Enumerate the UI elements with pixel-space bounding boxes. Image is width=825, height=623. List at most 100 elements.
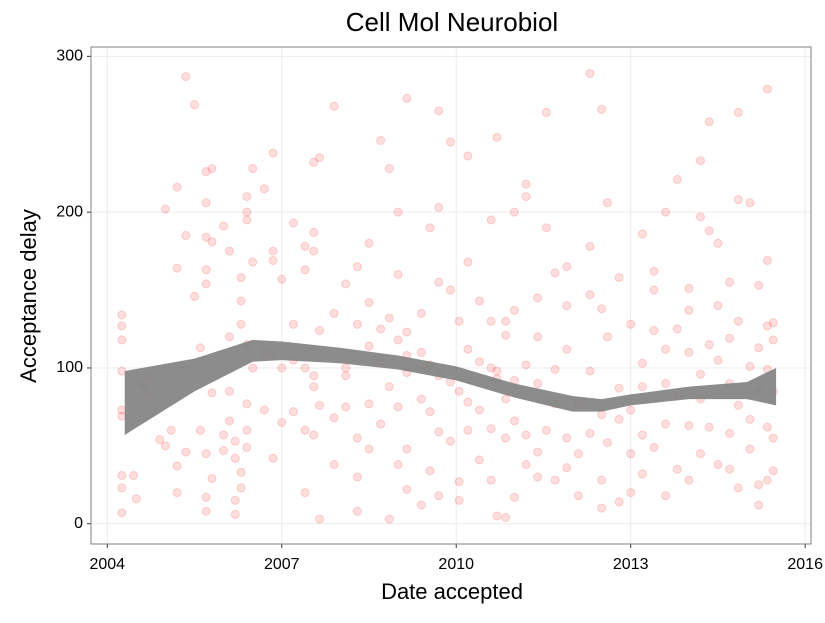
point <box>190 291 200 301</box>
point <box>416 500 426 510</box>
point <box>201 449 211 459</box>
point <box>725 464 735 474</box>
point <box>402 444 412 454</box>
point <box>224 416 234 426</box>
point <box>768 318 778 328</box>
point <box>463 151 473 161</box>
point <box>533 379 543 389</box>
point <box>364 238 374 248</box>
point <box>541 107 551 117</box>
point <box>695 449 705 459</box>
point <box>268 255 278 265</box>
x-tick-label: 2004 <box>89 556 125 573</box>
point <box>300 265 310 275</box>
point <box>614 273 624 283</box>
point <box>207 388 217 398</box>
point <box>509 207 519 217</box>
point <box>181 447 191 457</box>
point <box>614 414 624 424</box>
point <box>341 279 351 289</box>
point <box>352 433 362 443</box>
point <box>695 212 705 222</box>
point <box>474 357 484 367</box>
point <box>649 442 659 452</box>
point <box>637 229 647 239</box>
point <box>434 202 444 212</box>
point <box>393 269 403 279</box>
point <box>236 319 246 329</box>
point <box>501 330 511 340</box>
point <box>172 461 182 471</box>
point <box>268 453 278 463</box>
point <box>402 327 412 337</box>
point <box>172 488 182 498</box>
point <box>248 164 258 174</box>
point <box>309 430 319 440</box>
point <box>521 460 531 470</box>
point <box>384 313 394 323</box>
point <box>341 371 351 381</box>
point <box>762 84 772 94</box>
point <box>402 484 412 494</box>
point <box>248 257 258 267</box>
point <box>585 290 595 300</box>
point <box>585 366 595 376</box>
point <box>597 104 607 114</box>
plot-background <box>91 47 811 544</box>
point <box>201 492 211 502</box>
point <box>242 192 252 202</box>
point <box>207 237 217 247</box>
point <box>341 402 351 412</box>
point <box>768 466 778 476</box>
point <box>309 246 319 256</box>
point <box>207 164 217 174</box>
point <box>445 285 455 295</box>
point <box>352 319 362 329</box>
point <box>242 425 252 435</box>
point <box>672 324 682 334</box>
point <box>626 488 636 498</box>
point <box>695 156 705 166</box>
point <box>309 382 319 392</box>
point <box>474 405 484 415</box>
point <box>602 332 612 342</box>
point <box>541 425 551 435</box>
point <box>315 326 325 336</box>
x-tick-label: 2007 <box>264 556 300 573</box>
point <box>416 347 426 357</box>
point <box>550 268 560 278</box>
point <box>602 198 612 208</box>
point <box>329 308 339 318</box>
point <box>190 100 200 110</box>
chart-title: Cell Mol Neurobiol <box>346 7 558 37</box>
point <box>131 494 141 504</box>
point <box>649 266 659 276</box>
point <box>713 238 723 248</box>
point <box>684 305 694 315</box>
point <box>376 324 386 334</box>
point <box>661 207 671 217</box>
point <box>242 215 252 225</box>
point <box>745 444 755 454</box>
point <box>288 407 298 417</box>
point <box>434 277 444 287</box>
point <box>725 333 735 343</box>
point <box>585 241 595 251</box>
point <box>521 192 531 202</box>
point <box>201 265 211 275</box>
point <box>117 335 127 345</box>
point <box>352 262 362 272</box>
point <box>309 157 319 167</box>
point <box>248 363 258 373</box>
point <box>236 296 246 306</box>
point <box>550 475 560 485</box>
point <box>649 326 659 336</box>
point <box>486 475 496 485</box>
point <box>425 466 435 476</box>
point <box>649 285 659 295</box>
point <box>725 428 735 438</box>
point <box>315 153 325 163</box>
point <box>684 283 694 293</box>
point <box>219 430 229 440</box>
x-tick-label: 2016 <box>787 556 823 573</box>
